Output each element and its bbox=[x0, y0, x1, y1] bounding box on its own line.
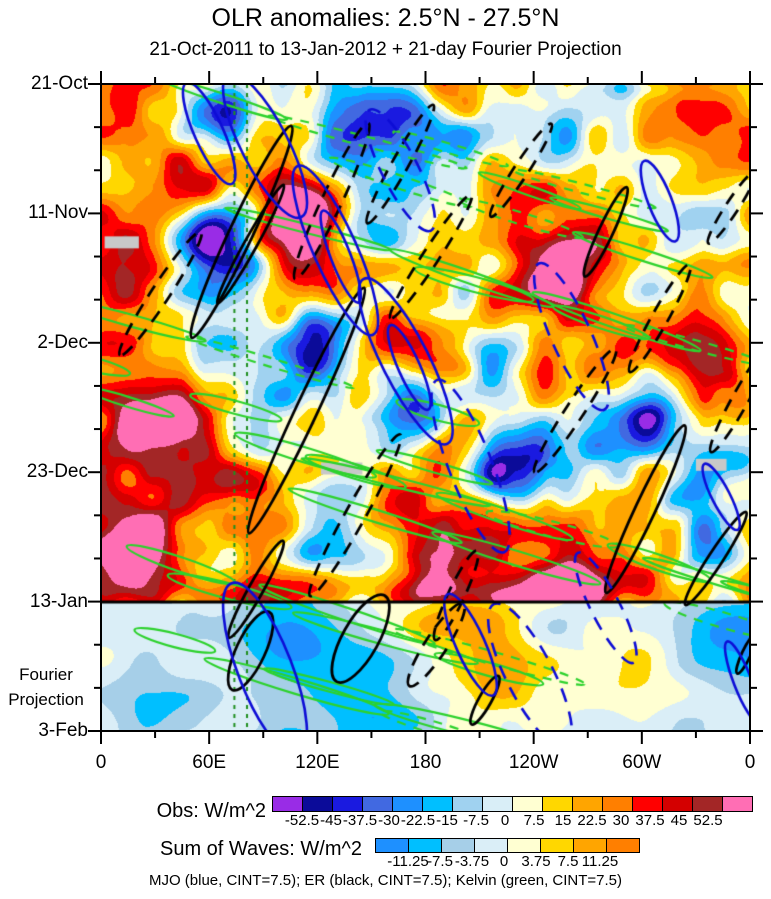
x-tick-label: 180 bbox=[409, 752, 442, 773]
colorbar-segment bbox=[542, 796, 573, 812]
colorbar-tick-label: 52.5 bbox=[693, 812, 723, 829]
colorbar-segment bbox=[662, 796, 693, 812]
colorbar-tick-label: -3.75 bbox=[454, 853, 490, 870]
colorbar-tick-label: -52.5 bbox=[284, 812, 320, 829]
colorbar-tick-label: -7.5 bbox=[463, 812, 489, 829]
colorbar-segment bbox=[482, 796, 513, 812]
colorbar-tick-label: 15 bbox=[554, 812, 572, 829]
fourier-projection-label: Fourier Projection bbox=[2, 662, 90, 712]
y-tick-label: 23-Dec bbox=[26, 461, 88, 483]
colorbar-tick-label: 45 bbox=[670, 812, 688, 829]
colorbar-segment bbox=[474, 838, 508, 853]
x-tick-label: 60E bbox=[192, 752, 227, 773]
colorbar-tick-label: -15 bbox=[436, 812, 458, 829]
y-tick-label: 21-Oct bbox=[30, 73, 88, 94]
y-tick-label: 11-Nov bbox=[28, 202, 88, 224]
colorbar-tick-label: 30 bbox=[612, 812, 630, 829]
colorbar-segment bbox=[362, 796, 393, 812]
colorbar-tick-label: 11.25 bbox=[581, 853, 619, 870]
x-tick-label: 0 bbox=[744, 752, 756, 773]
colorbar-segment bbox=[573, 838, 607, 853]
colorbar-tick-label: 0 bbox=[499, 853, 509, 870]
waves-colorbar-label: Sum of Waves: W/m^2 bbox=[159, 838, 362, 860]
y-tick-label: 13-Jan bbox=[29, 590, 88, 612]
colorbar-segment bbox=[512, 796, 543, 812]
colorbar-segment bbox=[507, 838, 541, 853]
colorbar-tick-label: 37.5 bbox=[635, 812, 665, 829]
x-tick-label: 120E bbox=[295, 752, 340, 773]
colorbar-tick-label: 7.5 bbox=[523, 812, 545, 829]
hovmoller-field-canvas bbox=[101, 84, 750, 731]
x-tick-label: 0 bbox=[95, 752, 107, 773]
obs-colorbar bbox=[272, 796, 753, 812]
colorbar-segment bbox=[606, 838, 640, 853]
colorbar-segment bbox=[722, 796, 753, 812]
obs-colorbar-label: Obs: W/m^2 bbox=[156, 800, 266, 822]
colorbar-segment bbox=[572, 796, 603, 812]
colorbar-tick-label: 22.5 bbox=[577, 812, 607, 829]
waves-colorbar bbox=[375, 838, 640, 853]
page-subtitle: 21-Oct-2011 to 13-Jan-2012 + 21-day Four… bbox=[149, 39, 622, 60]
colorbar-tick-label: 0 bbox=[500, 812, 510, 829]
colorbar-segment bbox=[272, 796, 303, 812]
fourier-projection-line1: Fourier bbox=[19, 665, 73, 684]
colorbar-tick-label: 3.75 bbox=[521, 853, 551, 870]
colorbar-tick-label: -45 bbox=[320, 812, 342, 829]
colorbar-segment bbox=[632, 796, 663, 812]
y-tick-label: 3-Feb bbox=[38, 720, 88, 741]
colorbar-tick-label: -30 bbox=[378, 812, 400, 829]
y-tick-label: 2-Dec bbox=[37, 331, 88, 353]
colorbar-segment bbox=[375, 838, 409, 853]
colorbar-segment bbox=[408, 838, 442, 853]
colorbar-tick-label: 7.5 bbox=[557, 853, 579, 870]
colorbar-segment bbox=[392, 796, 423, 812]
colorbar-tick-label: -37.5 bbox=[342, 812, 378, 829]
colorbar-segment bbox=[540, 838, 574, 853]
colorbar-segment bbox=[422, 796, 453, 812]
fourier-projection-line2: Projection bbox=[8, 690, 84, 709]
contour-legend: MJO (blue, CINT=7.5); ER (black, CINT=7.… bbox=[148, 872, 623, 889]
x-tick-label: 120W bbox=[508, 752, 559, 773]
colorbar-segment bbox=[332, 796, 363, 812]
colorbar-tick-label: -11.25 bbox=[387, 853, 429, 870]
x-tick-label: 60W bbox=[622, 752, 662, 773]
colorbar-tick-label: -22.5 bbox=[400, 812, 436, 829]
colorbar-segment bbox=[452, 796, 483, 812]
colorbar-tick-label: -7.5 bbox=[427, 853, 453, 870]
colorbar-segment bbox=[602, 796, 633, 812]
page-title: OLR anomalies: 2.5°N - 27.5°N bbox=[211, 4, 560, 32]
colorbar-segment bbox=[441, 838, 475, 853]
colorbar-segment bbox=[302, 796, 333, 812]
colorbar-segment bbox=[692, 796, 723, 812]
